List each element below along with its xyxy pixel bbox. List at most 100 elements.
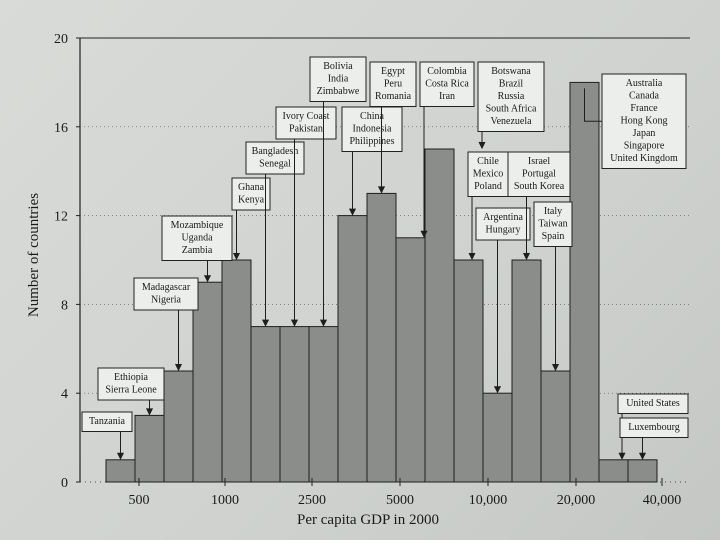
callout-arrowhead — [117, 452, 124, 460]
callout-arrowhead — [478, 141, 486, 150]
histogram-bar — [366, 192, 397, 483]
x-tick-label: 500 — [129, 493, 150, 508]
x-tick-label: 20,000 — [557, 493, 596, 508]
callout-arrowhead — [233, 252, 240, 261]
callout-box — [341, 106, 403, 152]
callout-label: Chile — [477, 156, 499, 167]
callout-label: Colombia — [427, 66, 467, 77]
histogram-bar — [192, 281, 223, 483]
callout-box — [601, 73, 687, 169]
callout-label: Argentina — [483, 212, 523, 223]
x-tick-label: 5000 — [386, 493, 414, 508]
callout-box — [231, 177, 271, 211]
callout-label: Bangladesh — [252, 146, 299, 157]
histogram-bar — [337, 215, 368, 483]
x-tick-label: 2500 — [298, 493, 326, 508]
histogram-bar — [424, 148, 455, 483]
callout-box — [97, 367, 165, 401]
callout-box — [617, 393, 689, 414]
y-tick-label: 20 — [54, 32, 68, 47]
callout-label: South Africa — [486, 104, 537, 115]
y-tick-label: 4 — [61, 387, 68, 402]
callout-arrowhead — [204, 274, 211, 283]
histogram-bar — [482, 392, 513, 483]
histogram-bar — [627, 459, 658, 483]
histogram-bar — [511, 259, 542, 483]
callout-box — [419, 61, 475, 107]
histogram-bar — [105, 459, 136, 483]
callout-label: Bolivia — [323, 61, 353, 72]
callout-box — [133, 277, 199, 311]
callout-label: Iran — [439, 91, 455, 102]
callout-arrowhead — [378, 186, 385, 194]
callout-label: Italy — [544, 206, 562, 217]
callout-arrowhead — [494, 385, 501, 394]
callout-arrowhead — [175, 363, 182, 372]
callout-label: Costa Rica — [425, 79, 469, 90]
histogram-bar — [569, 81, 600, 483]
callout-label: Spain — [542, 231, 565, 242]
histogram-bar — [453, 259, 484, 483]
callout-label: Russia — [498, 91, 525, 102]
callout-arrowhead — [639, 452, 646, 460]
callout-box — [275, 106, 337, 140]
callout-arrowhead — [420, 230, 428, 238]
callout-label: Hungary — [486, 225, 521, 236]
callout-label: Pakistan — [289, 124, 323, 135]
callout-label: United States — [626, 398, 680, 409]
callout-label: Botswana — [491, 66, 531, 77]
callout-label: Taiwan — [538, 219, 567, 230]
callout-label: Venezuela — [490, 116, 532, 127]
callout-label: United Kingdom — [610, 153, 678, 164]
callout-box — [161, 215, 233, 261]
histogram-bar — [221, 259, 252, 483]
callout-label: France — [630, 103, 658, 114]
histogram-bar — [308, 326, 339, 483]
callout-label: Senegal — [259, 159, 291, 170]
callout-label: Tanzania — [89, 416, 126, 427]
callout-label: Mozambique — [171, 220, 224, 231]
callout-arrowhead — [523, 252, 530, 261]
callout-label: Nigeria — [151, 295, 182, 306]
callout-label: Luxembourg — [628, 422, 679, 433]
callout-label: Madagascar — [142, 282, 191, 293]
callout-label: Indonesia — [353, 124, 392, 135]
y-tick-label: 12 — [54, 210, 68, 225]
callout-label: Hong Kong — [621, 116, 668, 127]
callout-box — [475, 207, 531, 241]
histogram-bar — [395, 237, 426, 483]
callout-arrowhead — [468, 252, 476, 261]
callout-arrowhead — [552, 363, 559, 372]
callout-label: Romania — [375, 91, 412, 102]
callout-label: Brazil — [499, 79, 524, 90]
callout-label: Singapore — [624, 141, 665, 152]
callout-label: South Korea — [514, 181, 565, 192]
callout-box — [477, 61, 545, 132]
y-axis-title: Number of countries — [26, 193, 42, 317]
histogram-bar — [163, 370, 194, 483]
callout-arrowhead — [349, 208, 356, 216]
callout-arrowhead — [291, 319, 298, 327]
histogram-bar — [134, 414, 165, 483]
histogram-bar — [279, 326, 310, 483]
callout-label: China — [360, 111, 384, 122]
callout-box — [507, 151, 571, 197]
callout-label: Peru — [384, 79, 402, 90]
callout-label: Egypt — [381, 66, 405, 77]
callout-label: Zambia — [182, 245, 213, 256]
callout-arrowhead — [618, 452, 626, 460]
x-tick-label: 10,000 — [469, 493, 508, 508]
callout-arrowhead — [262, 319, 269, 327]
x-tick-label: 40,000 — [643, 493, 682, 508]
y-tick-label: 8 — [61, 298, 68, 313]
callout-label: Israel — [528, 156, 550, 167]
callout-box — [309, 56, 367, 102]
callout-box — [533, 201, 573, 247]
callout-label: Portugal — [522, 169, 556, 180]
callout-label: Ghana — [238, 182, 265, 193]
callout-label: India — [328, 74, 349, 85]
callout-label: Kenya — [238, 195, 265, 206]
callout-label: Japan — [633, 128, 656, 139]
callout-label: Zimbabwe — [317, 86, 360, 97]
